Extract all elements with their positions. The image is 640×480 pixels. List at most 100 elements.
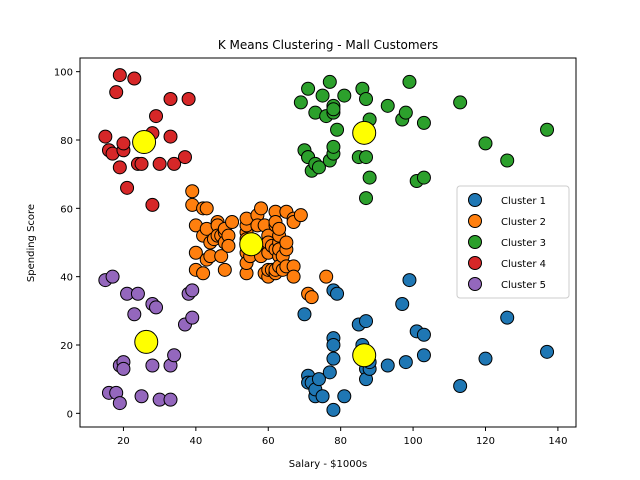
cluster-3-point	[398, 105, 413, 120]
cluster-4-point	[145, 197, 160, 212]
cluster-1-point	[398, 355, 413, 370]
cluster-1-point	[416, 348, 431, 363]
cluster-1-point	[330, 286, 345, 301]
cluster-2-point	[254, 201, 269, 216]
plot-frame	[79, 57, 577, 428]
legend-label: Cluster 2	[501, 217, 546, 228]
cluster-3-point	[540, 122, 555, 137]
x-tick-label: 120	[476, 436, 495, 447]
cluster-3-point	[293, 95, 308, 110]
cluster-5-point	[130, 286, 145, 301]
cluster-3-point	[359, 191, 374, 206]
cluster-4-point	[120, 180, 135, 195]
cluster-3-point	[500, 153, 515, 168]
cluster-1-point	[500, 310, 515, 325]
cluster-1-point	[359, 314, 374, 329]
cluster-5-point	[127, 307, 142, 322]
cluster-1-point	[326, 402, 341, 417]
y-tick-label: 0	[67, 409, 73, 420]
cluster-4-point	[112, 160, 127, 175]
cluster-1-point	[478, 351, 493, 366]
plot-area: 20 40 60 80 100 120 140 0 20 40 60 80 100	[54, 57, 577, 447]
y-tick-label: 40	[60, 273, 73, 284]
y-tick-label: 80	[60, 136, 73, 147]
cluster-3-point	[416, 170, 431, 185]
x-tick-label: 20	[117, 436, 130, 447]
cluster-2-point	[188, 245, 203, 260]
cluster-3-point	[315, 88, 330, 103]
centroid-point	[239, 232, 264, 257]
cluster-2-point	[319, 269, 334, 284]
cluster-2-point	[304, 290, 319, 305]
cluster-3-point	[301, 81, 316, 96]
cluster-3-point	[326, 102, 341, 117]
x-tick-label: 60	[262, 436, 275, 447]
y-tick-label: 20	[60, 341, 73, 352]
cluster-1-point	[402, 273, 417, 288]
cluster-3-point	[326, 139, 341, 154]
cluster-3-point	[362, 170, 377, 185]
cluster-3-point	[311, 160, 326, 175]
cluster-1-point	[326, 338, 341, 352]
cluster-5-point	[145, 358, 160, 373]
legend-box	[456, 185, 570, 299]
cluster-1-point	[322, 365, 337, 380]
legend-marker	[468, 277, 482, 291]
cluster-4-point	[116, 136, 131, 151]
cluster-4-point	[98, 129, 113, 144]
cluster-1-point	[453, 379, 468, 393]
cluster-2-point	[279, 235, 294, 250]
cluster-4-point	[167, 156, 182, 171]
y-tick-label: 100	[54, 68, 73, 79]
cluster-5-point	[185, 310, 200, 325]
cluster-2-point	[214, 249, 229, 264]
legend: Cluster 1 Cluster 2 Cluster 3 Cluster 4 Clus…	[456, 185, 570, 299]
x-tick-label: 80	[334, 436, 347, 447]
cluster-2-point	[293, 208, 308, 223]
cluster-3-point	[330, 122, 345, 137]
cluster-2-point	[217, 262, 232, 277]
cluster-1-point	[540, 344, 555, 359]
y-tick-label: 60	[60, 204, 73, 215]
x-tick-label: 100	[404, 436, 423, 447]
cluster-5-point	[163, 392, 178, 407]
cluster-2-point	[185, 184, 200, 199]
cluster-4-point	[109, 85, 124, 100]
cluster-5-point	[112, 396, 127, 411]
x-tick-label: 40	[189, 436, 202, 447]
cluster-2-point	[199, 201, 214, 216]
cluster-1-point	[380, 358, 395, 373]
cluster-4-point	[163, 129, 178, 144]
cluster-4-point	[149, 109, 164, 124]
cluster-5-point	[167, 348, 182, 363]
cluster-5-point	[185, 283, 200, 298]
legend-label: Cluster 1	[501, 196, 546, 207]
centroid-point	[352, 343, 377, 368]
centroid-point	[134, 329, 159, 354]
cluster-4-point	[127, 71, 142, 86]
legend-label: Cluster 4	[501, 259, 546, 270]
cluster-5-point	[134, 389, 149, 404]
cluster-4-point	[163, 92, 178, 106]
legend-label: Cluster 5	[501, 280, 546, 291]
legend-marker	[468, 214, 482, 228]
cluster-5-point	[105, 269, 120, 284]
cluster-1-point	[311, 372, 326, 387]
cluster-1-point	[395, 297, 410, 311]
centroid-point	[352, 120, 377, 145]
cluster-3-point	[402, 74, 417, 89]
y-axis-label: Spending Score	[26, 204, 37, 282]
legend-marker	[468, 193, 482, 207]
cluster-2-point	[221, 238, 236, 253]
cluster-1-point	[297, 307, 312, 322]
cluster-3-point	[337, 88, 352, 103]
cluster-2-point	[196, 266, 211, 281]
cluster-4-point	[177, 150, 192, 165]
legend-label: Cluster 3	[501, 238, 546, 249]
cluster-4-point	[181, 92, 196, 106]
cluster-1-point	[315, 389, 330, 404]
cluster-3-point	[322, 74, 337, 89]
cluster-1-point	[416, 327, 431, 342]
cluster-1-point	[326, 351, 341, 366]
